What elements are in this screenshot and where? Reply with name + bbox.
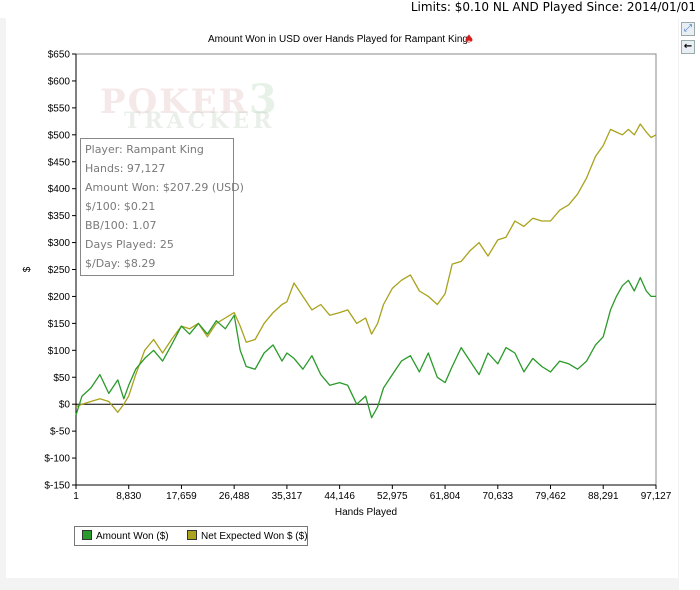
y-tick-label: $-100: [44, 454, 70, 465]
x-tick-label: 1: [73, 491, 79, 502]
legend-item-net-expected[interactable]: Net Expected Won $ ($): [187, 530, 308, 543]
y-tick-label: $300: [48, 238, 71, 249]
stat-days-played: Days Played: 25: [85, 238, 174, 251]
chart-labels: $-150 $-100 $-50 $0 $50 $100 $150 $200 $250 $300 $…: [22, 32, 672, 518]
series-line-net-expected: [75, 123, 657, 413]
watermark-logo-sub: TRACKER: [124, 108, 276, 134]
x-tick-label: 52,975: [377, 491, 408, 502]
y-tick-label: $0: [59, 400, 71, 411]
y-tick-label: $550: [48, 103, 71, 114]
y-tick-label: $450: [48, 157, 71, 168]
y-tick-label: $400: [48, 184, 71, 195]
y-tick-label: $250: [48, 265, 71, 276]
y-tick-label: $500: [48, 130, 71, 141]
stat-dollars-per-day: $/Day: $8.29: [85, 257, 156, 270]
stat-amount-won: Amount Won: $207.29 (USD): [85, 181, 244, 194]
legend-label-net-expected: Net Expected Won $ ($): [201, 531, 308, 542]
y-axis-title: $: [22, 266, 33, 272]
legend-label-amount-won: Amount Won ($): [96, 531, 169, 542]
x-tick-label: 44,146: [324, 491, 355, 502]
y-tick-label: $600: [48, 76, 71, 87]
stat-dollars-per-100: $/100: $0.21: [85, 200, 156, 213]
y-tick-label: $100: [48, 346, 71, 357]
x-tick-label: 70,633: [482, 491, 513, 502]
y-tick-label: $650: [48, 50, 71, 61]
x-tick-label: 79,462: [535, 491, 566, 502]
legend-swatch-net-expected: [187, 530, 197, 540]
y-tick-label: $-50: [50, 427, 70, 438]
y-tick-label: $50: [53, 373, 70, 384]
x-tick-label: 17,659: [166, 491, 197, 502]
y-tick-label: $150: [48, 319, 71, 330]
stat-hands: Hands: 97,127: [85, 162, 166, 175]
x-tick-label: 8,830: [116, 491, 141, 502]
y-tick-label: $350: [48, 211, 71, 222]
y-tick-label: $-150: [44, 481, 70, 492]
player-stats-box: Player: Rampant King Hands: 97,127 Amoun…: [80, 138, 244, 276]
chart-series: [75, 123, 657, 419]
x-tick-label: 97,127: [641, 491, 672, 502]
x-tick-label: 26,488: [219, 491, 250, 502]
legend-item-amount-won[interactable]: Amount Won ($): [82, 530, 169, 543]
chart-title: Amount Won in USD over Hands Played for …: [208, 34, 468, 45]
top-bar: Limits: $0.10 NL AND Played Since: 2014/…: [0, 0, 700, 18]
chart-legend: Amount Won ($) Net Expected Won $ ($): [74, 526, 308, 546]
x-tick-label: 61,804: [430, 491, 461, 502]
zoom-icon[interactable]: ⤢: [681, 22, 695, 36]
stat-bb-per-100: BB/100: 1.07: [85, 219, 157, 232]
x-tick-label: 35,317: [272, 491, 303, 502]
limits-filter-text: Limits: $0.10 NL AND Played Since: 2014/…: [410, 0, 696, 14]
red-spade-icon: ♠: [464, 32, 475, 46]
series-line-amount-won: [75, 276, 656, 419]
y-tick-label: $200: [48, 292, 71, 303]
back-arrow-icon[interactable]: ←: [681, 40, 695, 54]
stat-player: Player: Rampant King: [85, 143, 204, 156]
watermark-logo: POKER3: [100, 76, 279, 123]
x-tick-label: 88,291: [588, 491, 619, 502]
legend-swatch-amount-won: [82, 530, 92, 540]
x-axis-title: Hands Played: [335, 507, 397, 518]
